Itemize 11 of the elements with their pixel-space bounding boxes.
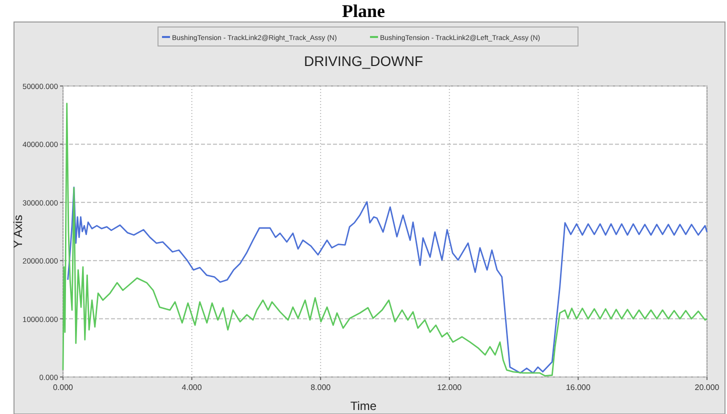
x-tick-label: 0.000 <box>52 383 74 392</box>
x-tick-label: 4.000 <box>182 383 202 392</box>
x-tick-label: 20.000 <box>694 383 720 392</box>
chart-title: Plane <box>342 1 386 21</box>
line-series <box>67 186 708 374</box>
x-axis-title: Time <box>350 399 377 413</box>
x-tick-label: 16.000 <box>566 383 591 392</box>
chart-subtitle: DRIVING_DOWNF <box>304 53 423 69</box>
x-tick-label: 8.000 <box>310 383 332 392</box>
x-tick-label: 12.000 <box>437 383 462 392</box>
y-axis-title: Y Axis <box>11 214 25 248</box>
